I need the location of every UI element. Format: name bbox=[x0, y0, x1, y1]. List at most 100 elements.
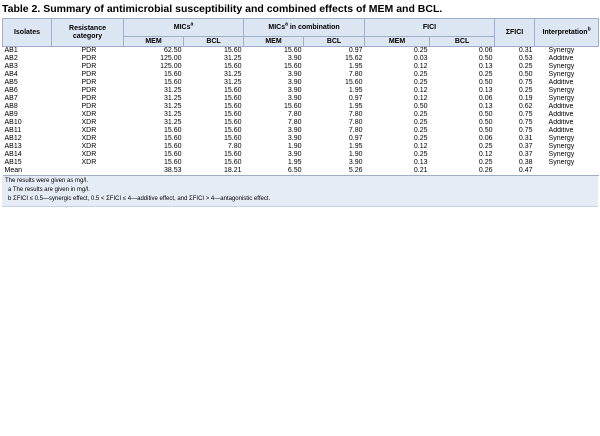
cell-fici-mem: 0.21 bbox=[364, 167, 430, 176]
cell-category: PDR bbox=[81, 47, 97, 54]
table-row: Mean 38.53 18.21 6.50 5.26 0.21 0.26 0.47 bbox=[2, 167, 599, 176]
cell-sum: 0.62 bbox=[518, 103, 533, 110]
cell-comb-mem: 7.80 bbox=[287, 119, 302, 126]
table-row: AB1 PDR 62.50 15.60 15.60 0.97 0.25 0.06 0.31 Syn… bbox=[3, 47, 599, 56]
cell-sum: 0.75 bbox=[518, 127, 533, 134]
cell-interp: Synergy bbox=[548, 151, 575, 158]
cell-comb-bcl: 5.26 bbox=[303, 167, 365, 176]
cell-category: PDR bbox=[81, 71, 97, 78]
cell-fici-bcl: 0.25 bbox=[478, 143, 493, 150]
cell-sum: 0.19 bbox=[518, 95, 533, 102]
cell-interp: Synergy bbox=[548, 63, 575, 70]
cell-fici-bcl: 0.50 bbox=[478, 119, 493, 126]
header-interpretation: Interpretationb bbox=[534, 18, 600, 47]
cell-category bbox=[51, 167, 124, 176]
cell-isolate: AB10 bbox=[4, 119, 22, 126]
cell-mic-mem: 31.25 bbox=[163, 103, 182, 110]
table-row: AB14 XDR 15.60 15.60 3.90 1.90 0.25 0.12 0.37 Syn… bbox=[3, 151, 599, 159]
cell-mic-bcl: 18.21 bbox=[183, 167, 244, 176]
cell-fici-mem: 0.25 bbox=[413, 111, 428, 118]
cell-comb-bcl: 1.95 bbox=[348, 103, 363, 110]
cell-fici-mem: 0.12 bbox=[413, 63, 428, 70]
cell-category: PDR bbox=[81, 87, 97, 94]
cell-interp: Synergy bbox=[548, 143, 575, 150]
cell-fici-bcl: 0.13 bbox=[478, 87, 493, 94]
table-row: AB7 PDR 31.25 15.60 3.90 0.97 0.12 0.06 0.19 Syne… bbox=[3, 95, 599, 103]
cell-category: XDR bbox=[81, 135, 97, 142]
cell-fici-bcl: 0.50 bbox=[478, 55, 493, 62]
table-row: AB9 XDR 31.25 15.60 7.80 7.80 0.25 0.50 0.75 Addi… bbox=[3, 111, 599, 119]
cell-category: PDR bbox=[81, 55, 97, 62]
cell-mic-mem: 31.25 bbox=[163, 95, 182, 102]
table-row: AB13 XDR 15.60 7.80 1.90 1.95 0.12 0.25 0.37 Syne… bbox=[3, 143, 599, 151]
table-row: AB10 XDR 31.25 15.60 7.80 7.80 0.25 0.50 0.75 Add… bbox=[3, 119, 599, 127]
cell-comb-mem: 3.90 bbox=[287, 55, 302, 62]
cell-sum: 0.50 bbox=[518, 71, 533, 78]
cell-fici-mem: 0.25 bbox=[413, 119, 428, 126]
cell-mic-bcl: 15.60 bbox=[223, 95, 242, 102]
cell-comb-mem: 6.50 bbox=[243, 167, 304, 176]
cell-comb-bcl: 15.60 bbox=[344, 79, 363, 86]
table-row: AB2 PDR 125.00 31.25 3.90 15.62 0.03 0.50 0.53 Ad… bbox=[3, 55, 599, 63]
cell-isolate: AB15 bbox=[4, 159, 22, 166]
table-title: Table 2. Summary of antimicrobial suscep… bbox=[2, 3, 443, 15]
cell-fici-mem: 0.03 bbox=[413, 55, 428, 62]
cell-comb-mem: 1.90 bbox=[287, 143, 302, 150]
cell-mic-mem: 15.60 bbox=[163, 135, 182, 142]
header-sum-fici: ΣFICI bbox=[494, 18, 536, 47]
cell-isolate: AB1 bbox=[4, 47, 18, 54]
cell-interp: Additive bbox=[548, 111, 574, 118]
cell-interp: Synergy bbox=[548, 159, 575, 166]
cell-interp: Synergy bbox=[548, 95, 575, 102]
table-container: Isolates Resistance category MICsa MICsa… bbox=[2, 18, 600, 207]
header-mics-label: MICs bbox=[173, 23, 191, 31]
cell-mic-bcl: 15.60 bbox=[223, 127, 242, 134]
cell-sum: 0.75 bbox=[518, 111, 533, 118]
cell-mic-bcl: 15.60 bbox=[223, 63, 242, 70]
cell-comb-bcl: 1.90 bbox=[348, 151, 363, 158]
cell-mic-bcl: 15.60 bbox=[223, 135, 242, 142]
cell-isolate: AB8 bbox=[4, 103, 18, 110]
cell-fici-bcl: 0.06 bbox=[478, 95, 493, 102]
cell-fici-bcl: 0.06 bbox=[478, 135, 493, 142]
cell-comb-bcl: 7.80 bbox=[348, 71, 363, 78]
cell-comb-bcl: 7.80 bbox=[348, 127, 363, 134]
cell-sum: 0.47 bbox=[494, 167, 535, 176]
cell-fici-bcl: 0.50 bbox=[478, 127, 493, 134]
cell-fici-mem: 0.13 bbox=[413, 159, 428, 166]
cell-mic-mem: 15.60 bbox=[163, 159, 182, 166]
subheader-mic-mem: MEM bbox=[123, 36, 184, 47]
table-row: AB6 PDR 31.25 15.60 3.90 1.95 0.12 0.13 0.25 Syne… bbox=[3, 87, 599, 95]
cell-isolate: AB14 bbox=[4, 151, 22, 158]
cell-sum: 0.25 bbox=[518, 63, 533, 70]
subheader-comb-bcl: BCL bbox=[303, 36, 366, 47]
cell-comb-mem: 15.60 bbox=[283, 103, 302, 110]
cell-fici-bcl: 0.06 bbox=[478, 47, 493, 54]
cell-fici-mem: 0.25 bbox=[413, 127, 428, 134]
cell-mic-bcl: 15.60 bbox=[223, 159, 242, 166]
cell-comb-bcl: 7.80 bbox=[348, 111, 363, 118]
cell-fici-bcl: 0.50 bbox=[478, 111, 493, 118]
table-note: b ΣFICI ≤ 0.5—synergic effect, 0.5 < ΣFI… bbox=[8, 196, 271, 202]
cell-interp: Additive bbox=[548, 119, 574, 126]
cell-mic-mem: 62.50 bbox=[163, 47, 182, 54]
cell-comb-bcl: 0.97 bbox=[348, 95, 363, 102]
table-row: AB4 PDR 15.60 31.25 3.90 7.80 0.25 0.25 0.50 Syne… bbox=[3, 71, 599, 79]
table-notes: The results were given as mg/l. a The res… bbox=[2, 176, 598, 207]
cell-comb-bcl: 0.97 bbox=[348, 135, 363, 142]
cell-interp: Synergy bbox=[548, 135, 575, 142]
cell-isolate: AB6 bbox=[4, 87, 18, 94]
table-row: AB3 PDR 125.00 15.60 15.60 1.95 0.12 0.13 0.25 Sy… bbox=[3, 63, 599, 71]
cell-sum: 0.25 bbox=[518, 87, 533, 94]
cell-sum: 0.37 bbox=[518, 151, 533, 158]
cell-fici-mem: 0.25 bbox=[413, 135, 428, 142]
cell-category: PDR bbox=[81, 95, 97, 102]
cell-comb-bcl: 1.95 bbox=[348, 63, 363, 70]
cell-interp: Synergy bbox=[548, 71, 575, 78]
cell-fici-mem: 0.12 bbox=[413, 87, 428, 94]
cell-category: XDR bbox=[81, 151, 97, 158]
table-note: a The results are given in mg/l. bbox=[8, 187, 90, 193]
cell-comb-mem: 3.90 bbox=[287, 87, 302, 94]
table-row: AB8 PDR 31.25 15.60 15.60 1.95 0.50 0.13 0.62 Add… bbox=[3, 103, 599, 111]
cell-fici-bcl: 0.13 bbox=[478, 103, 493, 110]
